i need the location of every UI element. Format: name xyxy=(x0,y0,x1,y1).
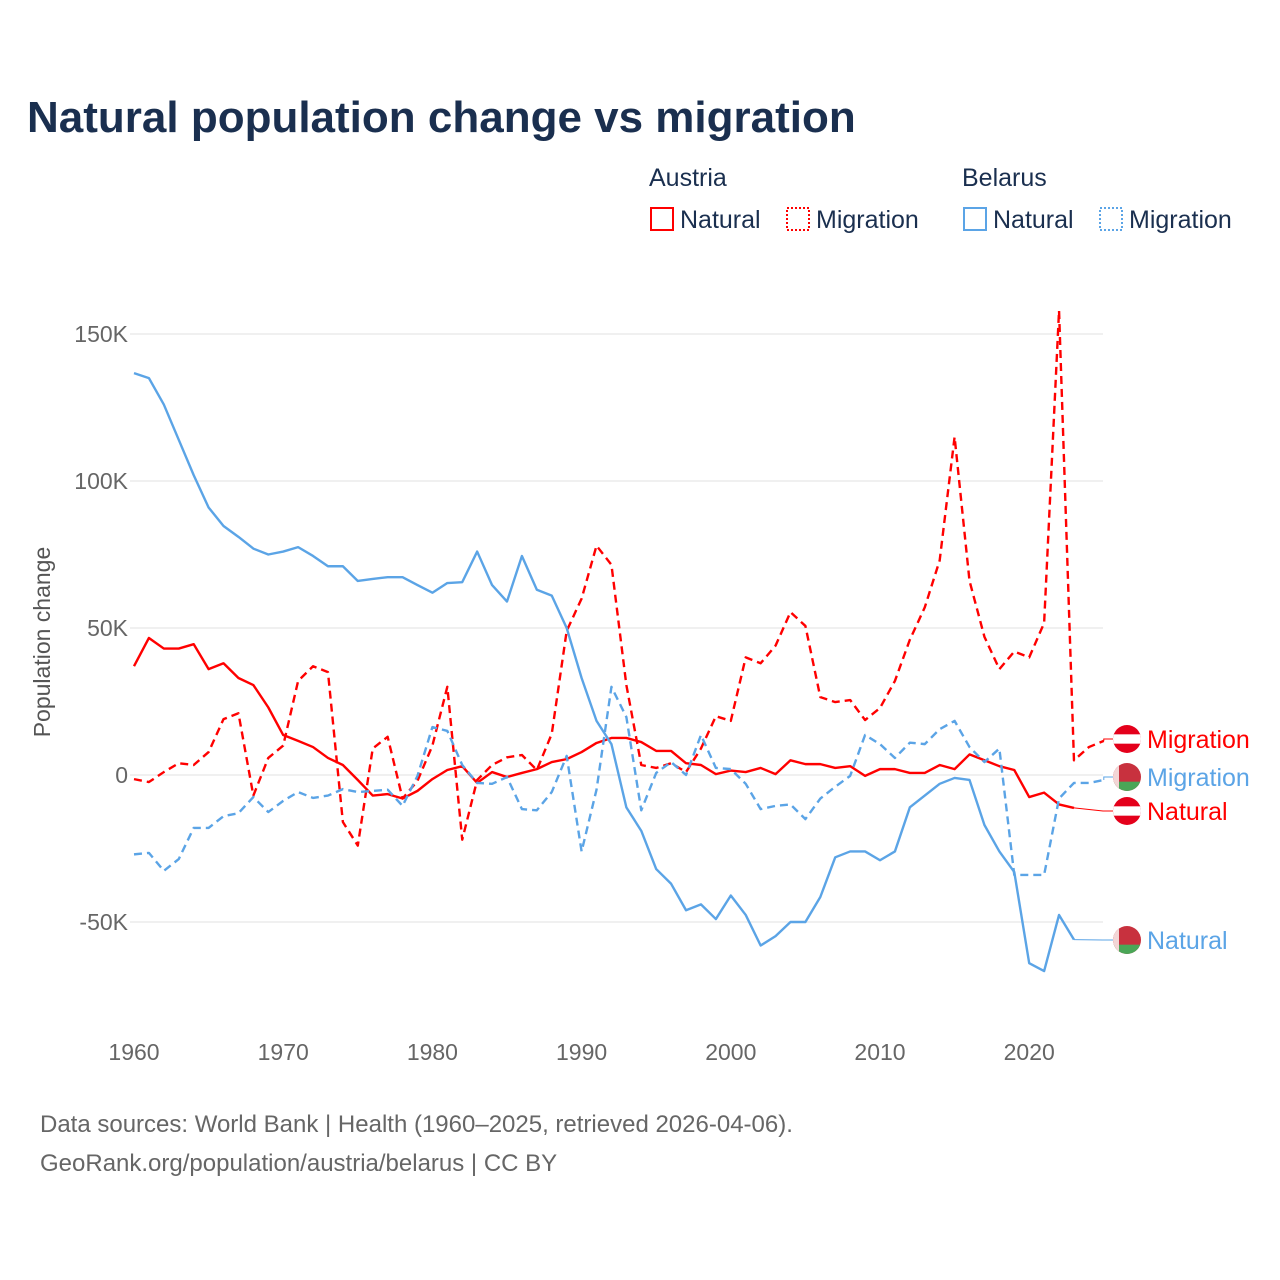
series-line-austria-migration xyxy=(133,309,1105,847)
grid xyxy=(130,333,1103,923)
x-tick-label: 2010 xyxy=(854,1039,905,1065)
x-tick-label: 2000 xyxy=(705,1039,756,1065)
legend-swatch-austria-migration xyxy=(786,207,810,231)
y-tick-label: -50K xyxy=(79,909,128,935)
belarus-flag-icon xyxy=(1113,926,1141,954)
series-lines xyxy=(132,309,1105,973)
legend-label-belarus-natural[interactable]: Natural xyxy=(993,206,1074,234)
legend-group-belarus: Belarus xyxy=(962,164,1047,192)
y-tick-label: 50K xyxy=(87,615,129,641)
series-line-belarus-migration xyxy=(133,685,1105,877)
y-tick-label: 100K xyxy=(74,468,128,494)
series-line-austria-natural xyxy=(132,636,1075,810)
y-axis-title: Population change xyxy=(29,547,55,738)
x-axis-ticks: 1960 1970 1980 1990 2000 2010 2020 xyxy=(108,1039,1054,1065)
legend-swatch-belarus-migration xyxy=(1099,207,1123,231)
y-axis-ticks: -50K 0 50K 100K 150K xyxy=(74,321,128,935)
x-tick-label: 1990 xyxy=(556,1039,607,1065)
end-label-belarus-migration: Migration xyxy=(1147,764,1250,792)
end-label-austria-natural: Natural xyxy=(1147,798,1228,826)
legend-label-austria-migration[interactable]: Migration xyxy=(816,206,919,234)
austria-flag-icon xyxy=(1113,725,1141,753)
chart-title: Natural population change vs migration xyxy=(27,93,856,142)
label-connector xyxy=(1103,738,1114,741)
x-tick-label: 1980 xyxy=(407,1039,458,1065)
end-label-belarus-natural: Natural xyxy=(1147,927,1228,955)
legend-swatch-austria-natural xyxy=(650,207,674,231)
end-label-austria-migration: Migration xyxy=(1147,726,1250,754)
footer-link[interactable]: GeoRank.org/population/austria/belarus |… xyxy=(40,1150,557,1177)
series-line-belarus-natural xyxy=(133,371,1075,973)
legend-label-belarus-migration[interactable]: Migration xyxy=(1129,206,1232,234)
legend-swatch-belarus-natural xyxy=(963,207,987,231)
label-connector xyxy=(1073,807,1114,812)
label-connector xyxy=(1103,776,1114,780)
y-tick-label: 0 xyxy=(115,762,128,788)
x-tick-label: 2020 xyxy=(1004,1039,1055,1065)
legend: Austria Natural Migration Belarus Natura… xyxy=(649,164,1232,234)
end-labels: Natural Migration Natural Migration xyxy=(1073,725,1250,955)
legend-group-austria: Austria xyxy=(649,164,727,192)
legend-label-austria-natural[interactable]: Natural xyxy=(680,206,761,234)
footer-sources: Data sources: World Bank | Health (1960–… xyxy=(40,1111,793,1138)
x-tick-label: 1960 xyxy=(108,1039,159,1065)
x-tick-label: 1970 xyxy=(258,1039,309,1065)
austria-flag-icon xyxy=(1113,797,1141,825)
y-tick-label: 150K xyxy=(74,321,128,347)
belarus-flag-icon xyxy=(1113,763,1141,791)
